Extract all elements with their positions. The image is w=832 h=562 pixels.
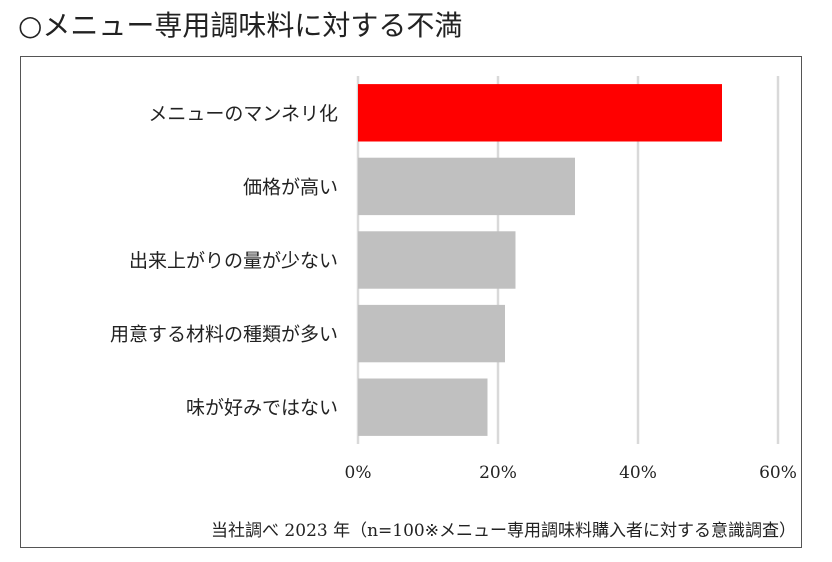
category-label: 用意する材料の種類が多い [110,324,338,346]
bar-1 [358,84,722,142]
x-tick-label: 60% [759,463,797,483]
category-label: 価格が高い [243,176,338,198]
bar-4 [358,304,505,363]
category-labels: メニューのマンネリ化価格が高い出来上がりの量が少ない用意する材料の種類が多い味が… [110,103,338,419]
page-title: ○メニュー専用調味料に対する不満 [18,9,463,42]
chart-frame [20,56,802,548]
bars [358,84,722,436]
x-tick-label: 20% [479,463,517,483]
category-label: 出来上がりの量が少ない [129,250,338,272]
category-label: メニューのマンネリ化 [148,103,338,125]
bar-3 [358,231,516,289]
x-tick-label: 40% [619,463,657,483]
x-axis-ticks: 0% 20% 40% 60% [345,463,797,483]
x-tick-label: 0% [345,463,372,483]
footnote: 当社調べ 2023 年（n=100※メニュー専用調味料購入者に対する意識調査） [211,521,796,541]
bar-2 [358,157,575,216]
category-label: 味が好みではない [186,397,338,419]
bar-5 [358,378,488,436]
